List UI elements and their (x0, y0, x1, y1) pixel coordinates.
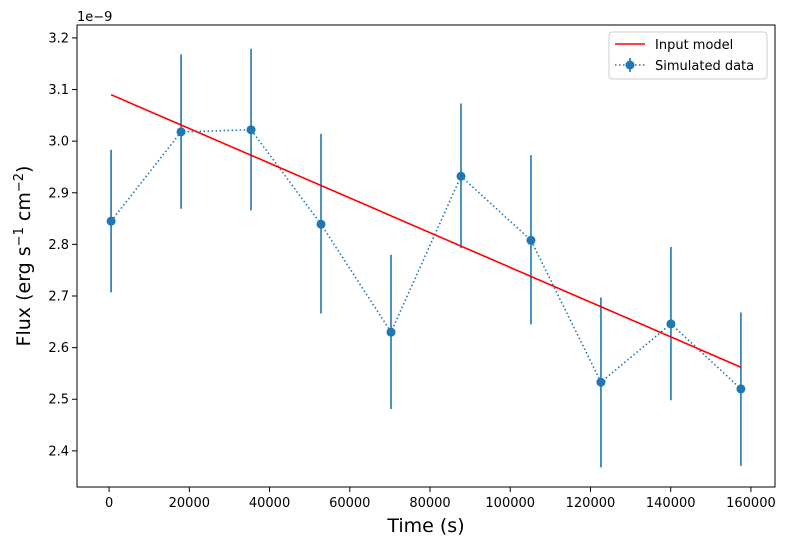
legend-label-simulated-data: Simulated data (655, 59, 754, 74)
y-tick-label: 3.1 (48, 83, 69, 98)
x-tick-label: 20000 (169, 496, 210, 511)
y-tick-label: 2.4 (48, 444, 69, 459)
data-layer (106, 48, 746, 468)
x-tick-label: 60000 (329, 496, 370, 511)
x-axis-label: Time (s) (386, 515, 464, 537)
input-model-line (110, 93, 742, 368)
simulated-data-point (736, 384, 746, 394)
y-axis-label-end: ) (13, 166, 35, 173)
simulated-data-point (106, 216, 116, 226)
simulated-data-point (456, 171, 466, 181)
simulated-data-point (526, 235, 536, 245)
legend-box (608, 31, 768, 80)
y-tick-label: 2.6 (48, 341, 69, 356)
y-axis-label: Flux (erg s−1 cm−2) (12, 166, 35, 347)
legend: Input model Simulated data (608, 31, 768, 80)
simulated-data-point (596, 377, 606, 387)
y-axis-offset-label: 1e−9 (77, 10, 112, 25)
y-axis-ticks: 2.4 2.5 2.6 2.7 2.8 2.9 3.0 3.1 3.2 (48, 31, 77, 459)
x-tick-label: 0 (105, 496, 113, 511)
y-tick-label: 2.7 (48, 290, 69, 305)
simulated-data-point (246, 125, 256, 135)
x-tick-label: 160000 (726, 496, 776, 511)
simulated-data-point (176, 127, 186, 137)
plot-area-frame (76, 24, 776, 488)
legend-swatch-simulated-data-marker (625, 60, 635, 70)
x-tick-label: 40000 (249, 496, 290, 511)
simulated-data-point (316, 219, 326, 229)
simulated-data-point (666, 319, 676, 329)
y-tick-label: 2.9 (48, 186, 69, 201)
y-axis-label-base: Flux (erg s (13, 246, 35, 346)
y-tick-label: 2.8 (48, 238, 69, 253)
y-tick-label: 2.5 (48, 393, 69, 408)
y-axis-label-mid: cm (13, 192, 35, 227)
x-tick-label: 140000 (646, 496, 696, 511)
simulated-data-point (386, 327, 396, 337)
y-tick-label: 3.2 (48, 31, 69, 46)
x-tick-label: 80000 (409, 496, 450, 511)
simulated-data-line (110, 128, 742, 390)
y-axis-label-exp1: −1 (12, 227, 27, 246)
x-axis-ticks: 0 20000 40000 60000 80000 100000 120000 140000 1… (105, 487, 776, 511)
x-tick-label: 120000 (566, 496, 616, 511)
x-tick-label: 100000 (485, 496, 535, 511)
y-axis-label-exp2: −2 (12, 173, 27, 192)
y-tick-label: 3.0 (48, 135, 69, 150)
legend-label-input-model: Input model (655, 38, 733, 53)
